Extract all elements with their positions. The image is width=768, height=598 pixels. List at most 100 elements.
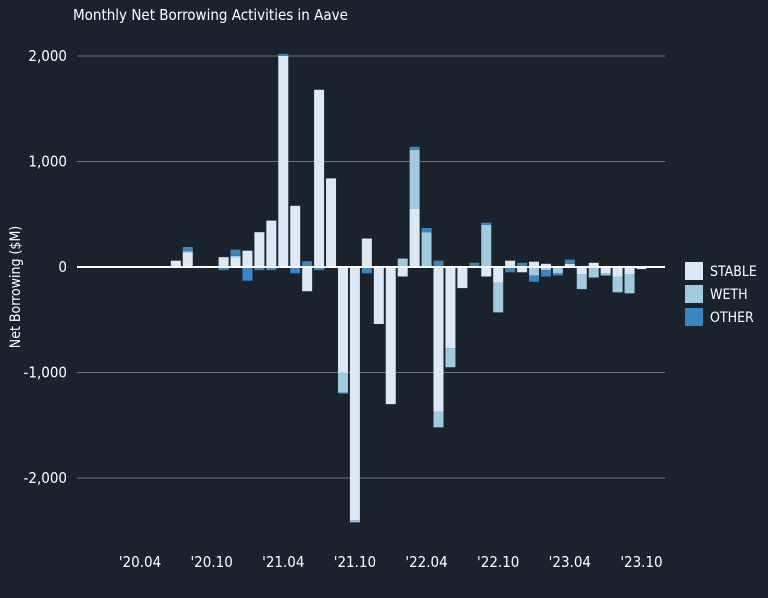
y-tick-label: -2,000 — [24, 469, 68, 487]
bar-weth-2021-10 — [349, 520, 360, 523]
bar-stable-2023-09 — [624, 267, 635, 275]
y-tick-label: -1,000 — [24, 364, 68, 382]
y-tick-labels: 2,000 1,000 0 -1,000 -2,000 — [24, 47, 68, 487]
x-tick-label: '20.10 — [190, 553, 232, 571]
bar-stable-2023-06 — [588, 262, 599, 267]
bar-stable-2022-02 — [397, 267, 408, 277]
legend-label-other: OTHER — [710, 310, 754, 326]
bar-stable-2021-04 — [278, 56, 289, 267]
bar-weth-2020-11 — [218, 256, 229, 259]
bar-weth-2022-04 — [421, 232, 432, 267]
bar-weth-2023-09 — [624, 274, 635, 294]
bar-stable-2022-01 — [385, 267, 396, 405]
bar-other-2021-11 — [361, 267, 372, 274]
bar-weth-2021-09 — [337, 372, 348, 393]
bar-stable-2020-12 — [230, 257, 241, 267]
bar-stable-2023-10 — [636, 267, 647, 270]
bar-other-2023-03 — [552, 273, 563, 276]
bar-other-2021-01 — [242, 267, 253, 281]
bar-stable-2023-08 — [612, 267, 623, 277]
bar-stable-2022-12 — [517, 267, 528, 273]
bar-stable-2023-01 — [529, 261, 540, 267]
bar-other-2020-08 — [182, 246, 193, 252]
bar-stable-2021-11 — [361, 238, 372, 267]
bar-other-2022-11 — [505, 267, 516, 273]
bar-stable-2021-12 — [373, 267, 384, 324]
bar-other-2020-12 — [230, 249, 241, 256]
bar-weth-2023-08 — [612, 276, 623, 293]
bar-stable-2022-05 — [433, 267, 444, 412]
legend-swatch-weth — [685, 285, 703, 303]
bar-weth-2022-09 — [481, 224, 492, 267]
bar-weth-2020-08 — [182, 251, 193, 253]
bar-other-2022-03 — [409, 146, 420, 150]
bar-other-2022-09 — [481, 222, 492, 225]
x-tick-labels: '20.04 '20.10 '21.04 '21.10 '22.04 '22.10 '23.… — [119, 553, 663, 571]
bar-weth-2023-01 — [529, 267, 540, 276]
bar-stable-2020-07 — [170, 260, 181, 267]
bar-stable-2021-03 — [266, 220, 277, 267]
bar-other-2023-04 — [564, 259, 575, 264]
y-axis-label: Net Borrowing ($M) — [8, 226, 24, 348]
bar-other-2021-03 — [266, 267, 277, 271]
bar-stable-2023-02 — [540, 263, 551, 267]
bars — [170, 53, 647, 523]
bar-other-2023-01 — [529, 275, 540, 282]
bar-weth-2023-02 — [540, 267, 551, 271]
bar-weth-2023-05 — [576, 274, 587, 290]
y-tick-label: 2,000 — [28, 47, 67, 65]
bar-weth-2022-02 — [397, 258, 408, 267]
bar-other-2021-05 — [290, 267, 301, 274]
bar-stable-2021-10 — [349, 267, 360, 521]
bar-other-2021-04 — [278, 53, 289, 56]
bar-stable-2021-06 — [302, 267, 313, 292]
bar-weth-2022-05 — [433, 411, 444, 428]
x-tick-label: '22.04 — [405, 553, 447, 571]
bar-other-2021-09 — [337, 392, 348, 394]
y-tick-label: 0 — [58, 258, 67, 276]
bar-other-2021-06 — [302, 261, 313, 267]
bar-other-2021-07 — [314, 267, 325, 271]
bar-weth-2023-07 — [600, 273, 611, 276]
bar-stable-2023-05 — [576, 267, 587, 275]
legend-label-weth: WETH — [710, 287, 748, 303]
bar-other-2022-12 — [517, 262, 528, 267]
bar-stable-2022-03 — [409, 208, 420, 267]
bar-stable-2023-07 — [600, 267, 611, 274]
chart-title: Monthly Net Borrowing Activities in Aave — [73, 6, 348, 24]
bar-other-2022-08 — [469, 262, 480, 266]
bar-stable-2020-08 — [182, 252, 193, 267]
bar-stable-2021-05 — [290, 205, 301, 267]
legend: STABLE WETH OTHER — [685, 262, 757, 326]
bar-stable-2022-07 — [457, 267, 468, 289]
gridlines — [77, 55, 665, 479]
x-tick-label: '23.04 — [549, 553, 591, 571]
legend-swatch-stable — [685, 262, 703, 280]
bar-stable-2021-08 — [326, 178, 337, 267]
x-tick-label: '22.10 — [477, 553, 519, 571]
y-tick-label: 1,000 — [28, 153, 67, 171]
bar-stable-2022-09 — [481, 267, 492, 277]
bar-stable-2022-11 — [505, 260, 516, 267]
bar-stable-2021-07 — [314, 89, 325, 267]
bar-weth-2022-06 — [445, 348, 456, 368]
bar-stable-2023-04 — [564, 263, 575, 267]
bar-weth-2020-12 — [230, 255, 241, 258]
bar-stable-2021-02 — [254, 232, 265, 267]
x-tick-label: '21.04 — [262, 553, 304, 571]
x-tick-label: '20.04 — [119, 553, 161, 571]
bar-other-2021-02 — [254, 267, 265, 271]
x-tick-label: '21.10 — [334, 553, 376, 571]
bar-stable-2021-09 — [337, 267, 348, 373]
bar-stable-2020-11 — [218, 258, 229, 267]
bar-other-2022-05 — [433, 260, 444, 267]
bar-weth-2022-03 — [409, 149, 420, 209]
bar-stable-2021-01 — [242, 250, 253, 267]
legend-swatch-other — [685, 308, 703, 326]
bar-weth-2022-10 — [493, 282, 504, 313]
bar-stable-2022-06 — [445, 267, 456, 349]
legend-label-stable: STABLE — [710, 264, 757, 280]
bar-other-2020-11 — [218, 267, 229, 271]
